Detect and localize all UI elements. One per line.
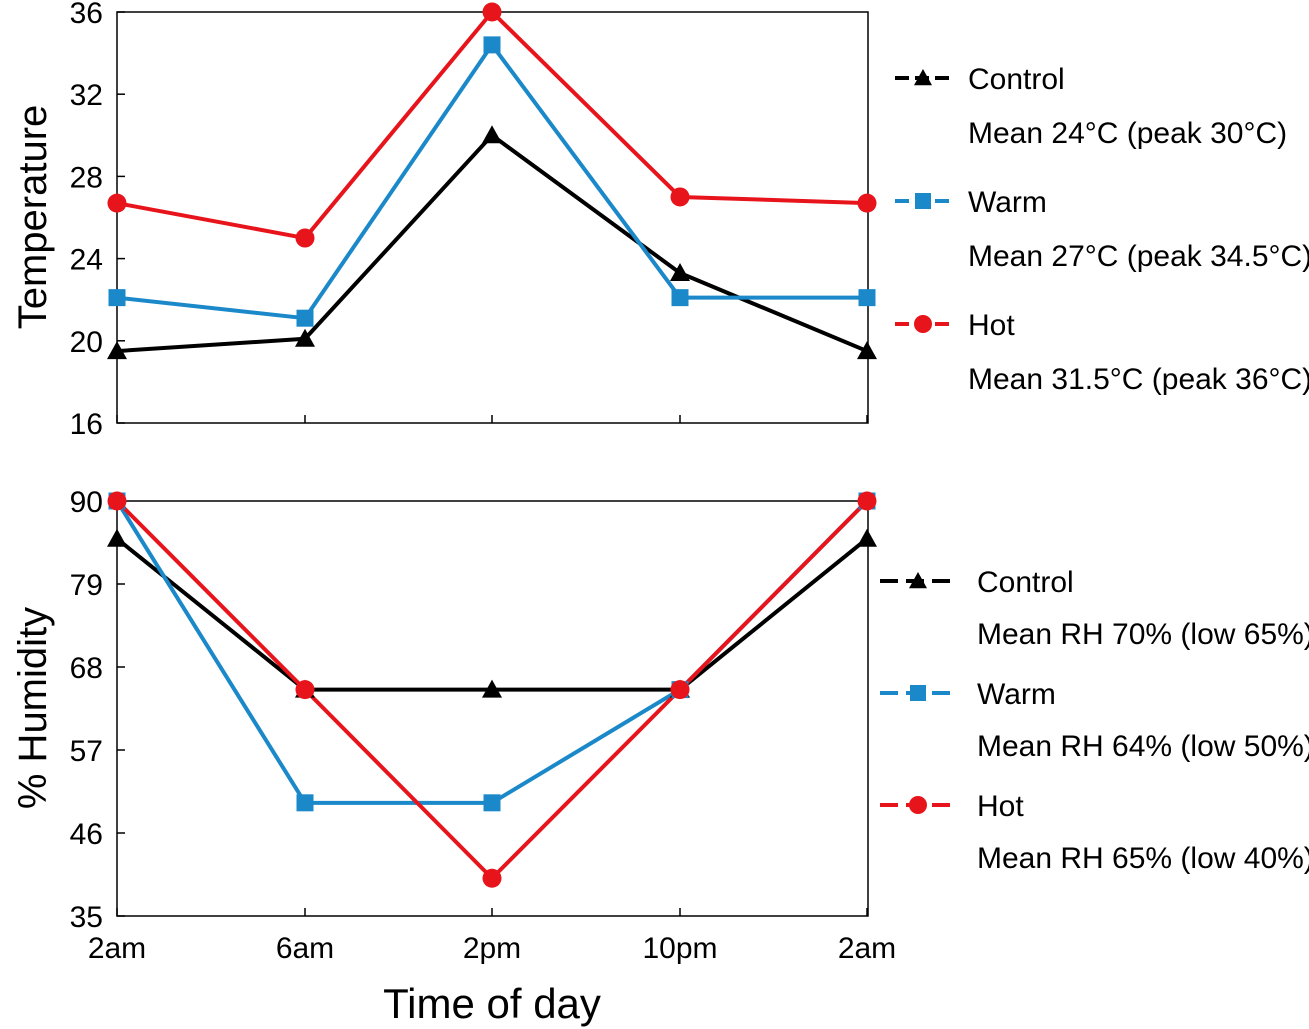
humidity-warm-line	[115, 499, 869, 805]
humidity-hot-point	[670, 680, 690, 700]
humidity-legend: Control Mean RH 70% (low 65%) Warm Mean RH …	[880, 566, 1309, 875]
humidity-legend-control-label: Control	[977, 566, 1074, 599]
temperature-warm-point	[108, 289, 126, 307]
temperature-control-point	[482, 125, 502, 144]
temperature-y-tick-label: 36	[70, 0, 103, 30]
humidity-y-tick-label: 57	[70, 735, 103, 768]
temperature-legend-hot-label: Hot	[968, 309, 1015, 342]
humidity-y-tick-label: 46	[70, 818, 103, 851]
temperature-hot-point	[107, 193, 127, 213]
humidity-chart: 35 46 57 68 79 90 % Humidity Time of day 2am 6…	[11, 486, 1309, 1027]
temperature-legend-control-label: Control	[968, 63, 1065, 96]
temperature-y-tick-label: 28	[70, 161, 103, 194]
humidity-legend-warm-note: Mean RH 64% (low 50%)	[977, 730, 1309, 763]
humidity-y-tick-label: 35	[70, 901, 103, 934]
temperature-plot-frame	[116, 11, 869, 424]
temperature-warm-point	[483, 36, 501, 54]
temperature-control-line	[116, 133, 868, 354]
humidity-warm-point	[483, 794, 501, 812]
humidity-legend-hot-marker	[909, 796, 927, 814]
temperature-legend-hot-marker	[914, 315, 932, 333]
temperature-y-tick-label: 24	[70, 244, 103, 277]
humidity-control-point	[107, 528, 127, 547]
humidity-legend-warm-label: Warm	[977, 678, 1056, 711]
x-tick-label: 6am	[276, 932, 334, 965]
temperature-control-point	[857, 341, 877, 360]
temperature-warm-point	[858, 289, 876, 307]
temperature-warm-point	[671, 289, 689, 307]
humidity-hot-point	[482, 868, 502, 888]
temperature-warm-line	[116, 42, 867, 321]
temperature-warm-point	[296, 309, 314, 327]
humidity-plot-frame	[116, 500, 869, 917]
x-tick-label: 2pm	[463, 932, 521, 965]
humidity-legend-control-note: Mean RH 70% (low 65%)	[977, 618, 1309, 651]
temperature-legend-warm-note: Mean 27°C (peak 34.5°C)	[968, 240, 1309, 273]
temperature-control-point	[107, 341, 127, 360]
humidity-legend-warm-marker	[910, 685, 926, 701]
humidity-control-point	[857, 528, 877, 547]
humidity-legend-hot-label: Hot	[977, 790, 1024, 823]
x-axis-title: Time of day	[383, 980, 601, 1027]
temperature-hot-point	[295, 228, 315, 248]
x-tick-label: 10pm	[642, 932, 717, 965]
temperature-legend: Control Mean 24°C (peak 30°C) Warm Mean 27°…	[895, 63, 1309, 396]
humidity-legend-hot-note: Mean RH 65% (low 40%)	[977, 842, 1309, 875]
humidity-hot-point	[295, 680, 315, 700]
temperature-legend-warm-marker	[915, 193, 931, 209]
temperature-legend-hot-note: Mean 31.5°C (peak 36°C)	[968, 363, 1309, 396]
temperature-chart: 16 20 24 28 32 36 Temperature Control Mean 24°…	[11, 0, 1309, 441]
humidity-hot-point	[107, 491, 127, 511]
humidity-y-tick-label: 68	[70, 652, 103, 685]
humidity-y-axis-label: % Humidity	[11, 607, 55, 809]
x-tick-label: 2am	[88, 932, 146, 965]
temperature-y-axis-label: Temperature	[11, 105, 55, 330]
humidity-warm-point	[296, 794, 314, 812]
temperature-control-point	[295, 328, 315, 347]
humidity-hot-point	[857, 491, 877, 511]
temperature-hot-point	[482, 2, 502, 22]
humidity-control-point	[482, 679, 502, 698]
temperature-y-tick-label: 20	[70, 326, 103, 359]
temperature-legend-control-marker	[914, 69, 932, 86]
humidity-legend-control-marker	[909, 572, 927, 589]
temperature-legend-control-note: Mean 24°C (peak 30°C)	[968, 117, 1287, 150]
temperature-hot-point	[857, 193, 877, 213]
temperature-control-point	[670, 262, 690, 281]
humidity-y-tick-label: 90	[70, 486, 103, 519]
temperature-legend-warm-label: Warm	[968, 186, 1047, 219]
humidity-y-tick-label: 79	[70, 569, 103, 602]
x-tick-label: 2am	[838, 932, 896, 965]
temperature-hot-point	[670, 187, 690, 207]
temperature-y-tick-label: 32	[70, 79, 103, 112]
temperature-y-tick-label: 16	[70, 408, 103, 441]
